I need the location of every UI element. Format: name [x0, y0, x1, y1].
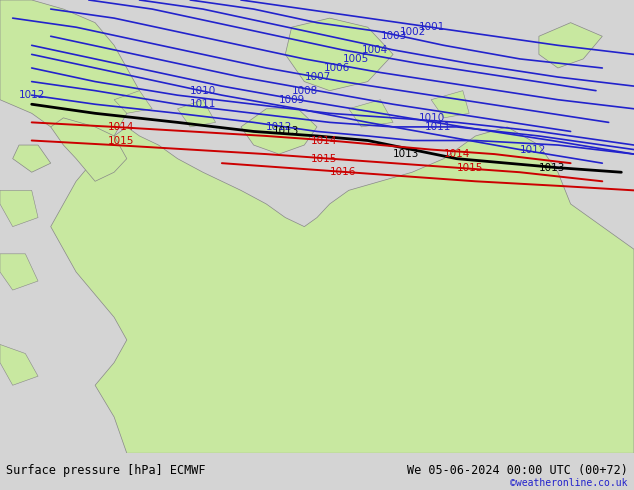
Text: 1014: 1014 — [311, 136, 337, 146]
Polygon shape — [51, 127, 634, 453]
Polygon shape — [0, 254, 38, 290]
Text: 1013: 1013 — [273, 126, 299, 136]
Polygon shape — [0, 344, 38, 385]
Polygon shape — [51, 118, 127, 181]
Polygon shape — [431, 91, 469, 118]
Text: 1007: 1007 — [304, 72, 330, 82]
Polygon shape — [13, 145, 51, 172]
Text: ©weatheronline.co.uk: ©weatheronline.co.uk — [510, 478, 628, 488]
Text: 1014: 1014 — [108, 122, 134, 132]
Polygon shape — [539, 23, 602, 68]
Text: We 05-06-2024 00:00 UTC (00+72): We 05-06-2024 00:00 UTC (00+72) — [407, 464, 628, 477]
Text: 1015: 1015 — [108, 136, 134, 146]
Text: 1013: 1013 — [539, 163, 566, 172]
Polygon shape — [0, 190, 38, 226]
Polygon shape — [241, 109, 317, 154]
Text: 1012: 1012 — [266, 122, 293, 132]
Polygon shape — [349, 100, 393, 127]
Text: 1009: 1009 — [279, 95, 305, 105]
Polygon shape — [114, 91, 152, 113]
Text: 1013: 1013 — [393, 149, 420, 159]
Text: 1012: 1012 — [520, 145, 547, 154]
Text: 1011: 1011 — [425, 122, 451, 132]
Polygon shape — [178, 100, 216, 127]
Polygon shape — [285, 18, 393, 91]
Text: 1010: 1010 — [418, 113, 444, 123]
Text: 1004: 1004 — [361, 45, 387, 55]
Text: 1014: 1014 — [444, 149, 470, 159]
Text: 1005: 1005 — [342, 54, 368, 64]
Text: 1015: 1015 — [311, 154, 337, 164]
Text: 1015: 1015 — [456, 163, 483, 172]
Text: 1010: 1010 — [190, 86, 216, 96]
Text: 1008: 1008 — [292, 86, 318, 96]
Text: 1011: 1011 — [190, 99, 217, 109]
Text: 1003: 1003 — [380, 31, 406, 41]
Text: 1006: 1006 — [323, 63, 349, 73]
Text: Surface pressure [hPa] ECMWF: Surface pressure [hPa] ECMWF — [6, 464, 206, 477]
Text: 1001: 1001 — [418, 22, 444, 32]
Polygon shape — [0, 0, 139, 159]
Text: 1016: 1016 — [330, 167, 356, 177]
Text: 1002: 1002 — [399, 27, 425, 37]
Text: 1012: 1012 — [19, 90, 46, 100]
